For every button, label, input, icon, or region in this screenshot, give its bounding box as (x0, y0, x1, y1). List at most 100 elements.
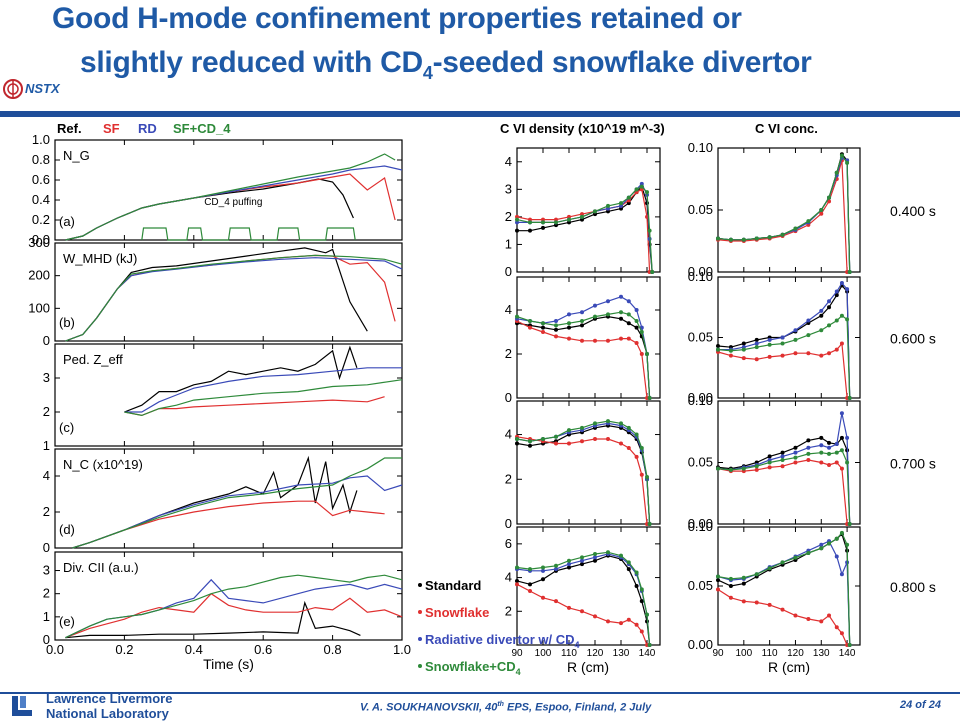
data-point (567, 217, 571, 222)
data-point (827, 613, 832, 618)
data-point (754, 236, 759, 241)
data-point (819, 450, 824, 455)
y-tick-label: 4 (505, 154, 512, 169)
series-line (516, 320, 648, 399)
panel-tag: (b) (59, 315, 75, 330)
data-point (780, 458, 785, 463)
footer-citation: V. A. SOUKHANOVSKII, 40th EPS, Espoo, Fi… (360, 701, 651, 714)
data-point (541, 321, 545, 326)
data-point (780, 464, 785, 469)
data-point (645, 612, 649, 617)
y-tick-label: 0.00 (688, 390, 713, 405)
data-point (515, 441, 519, 446)
data-point (806, 458, 811, 463)
y-tick-label: 2 (505, 209, 512, 224)
data-point (839, 153, 844, 158)
data-point (619, 201, 623, 206)
data-point (819, 619, 824, 624)
series-line (516, 422, 651, 525)
data-point (554, 334, 558, 339)
y-tick-label: 0.8 (32, 152, 50, 167)
y-tick-label: 0.10 (688, 393, 713, 408)
data-point (634, 187, 639, 192)
lab-name-line2: National Laboratory (46, 706, 169, 721)
title-subscript: 4 (422, 63, 433, 83)
data-point (780, 335, 785, 340)
data-point (515, 314, 519, 319)
data-point (839, 411, 844, 416)
data-point (619, 310, 623, 315)
time-label: 0.600 s (890, 331, 936, 347)
data-point (541, 577, 545, 582)
x-tick-label: 0.0 (46, 642, 64, 657)
data-point (819, 211, 824, 216)
data-point (528, 567, 532, 572)
data-point (793, 337, 798, 342)
data-point (554, 319, 558, 323)
data-point (593, 338, 597, 343)
data-point (626, 321, 631, 326)
data-point (716, 578, 720, 583)
data-point (639, 629, 644, 634)
y-tick-label: 4 (43, 468, 50, 483)
y-tick-label: 3 (43, 370, 50, 385)
data-point (839, 631, 844, 636)
data-point (580, 562, 584, 567)
legend-ref: Ref. (57, 121, 82, 136)
y-tick-label: 2 (43, 404, 50, 419)
data-point (541, 437, 545, 442)
data-point (845, 435, 850, 440)
data-point (554, 567, 558, 572)
data-point (528, 582, 532, 587)
data-point (528, 319, 532, 323)
y-tick-label: 0 (43, 540, 50, 555)
data-point (515, 228, 519, 233)
data-point (819, 353, 824, 358)
data-point (515, 437, 519, 442)
series-line (72, 475, 403, 549)
series-line (124, 379, 403, 417)
y-tick-label: 4 (505, 302, 512, 317)
data-point (626, 567, 631, 572)
cd4-puffing-annotation: CD_4 puffing (204, 197, 262, 208)
y-tick-label: 0.6 (32, 172, 50, 187)
data-point (839, 341, 844, 346)
series-line (516, 315, 651, 399)
y-tick-label: 0.05 (688, 202, 713, 217)
y-tick-label: 0 (43, 333, 50, 348)
data-point (626, 445, 631, 450)
data-point (580, 439, 584, 444)
data-point (741, 599, 746, 604)
series-line (65, 153, 396, 241)
data-point (515, 578, 519, 583)
data-point (827, 199, 832, 204)
series-line (65, 257, 403, 342)
panel-label: Ped. Z_eff (63, 352, 123, 367)
time-label: 0.400 s (890, 203, 936, 219)
panel-tag: (a) (59, 214, 75, 229)
data-point (567, 558, 571, 563)
data-point (741, 466, 746, 471)
data-point (847, 270, 852, 274)
series-line (717, 540, 851, 646)
x-tick-label: 120 (587, 648, 604, 659)
data-point (845, 460, 850, 465)
data-point (728, 353, 733, 358)
y-tick-label: 3 (43, 563, 50, 578)
data-point (567, 562, 571, 567)
data-point (754, 357, 759, 362)
data-point (528, 217, 532, 222)
llnl-logo-icon (12, 696, 32, 716)
data-point (619, 336, 623, 341)
data-point (626, 299, 631, 304)
data-point (626, 312, 631, 317)
y-tick-label: 2 (43, 586, 50, 601)
data-point (819, 546, 824, 551)
data-point (567, 214, 571, 219)
y-tick-label: 0 (505, 264, 512, 279)
plot-frame (54, 343, 403, 447)
panel-label: N_C (x10^19) (63, 457, 143, 472)
y-tick-label: 0.05 (688, 455, 713, 470)
data-point (515, 565, 519, 570)
header-rule (0, 111, 960, 117)
